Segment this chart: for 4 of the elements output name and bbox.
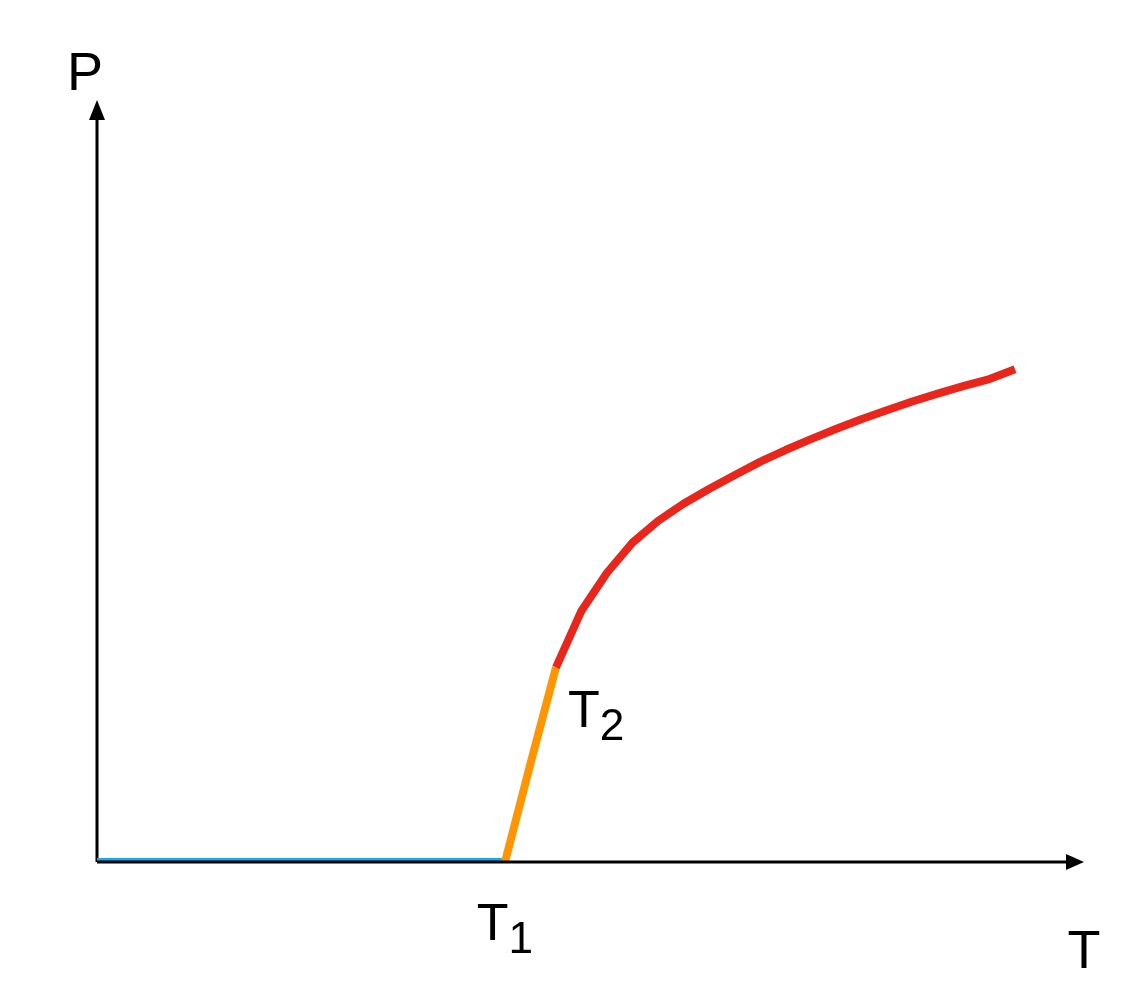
y-axis-title: P xyxy=(67,41,104,101)
x-axis-title: T xyxy=(1067,919,1101,979)
text: T$_{1}$ xyxy=(476,893,534,963)
annotation: T$_{2}$ xyxy=(568,680,625,750)
